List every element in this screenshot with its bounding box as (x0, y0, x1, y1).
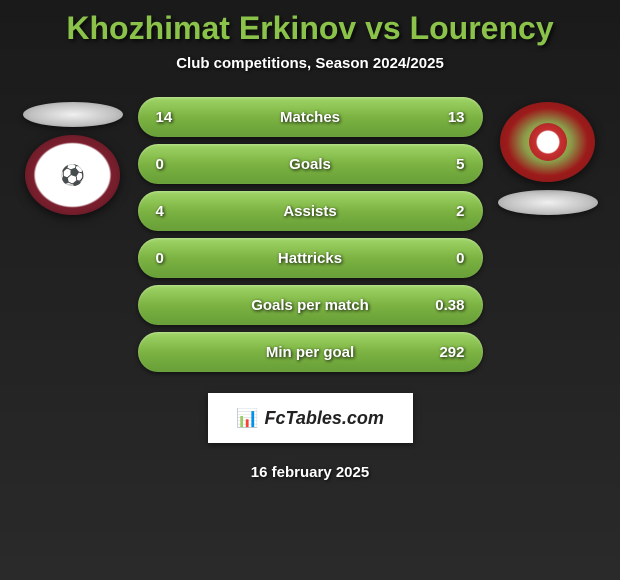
comparison-card: Khozhimat Erkinov vs Lourency Club compe… (0, 0, 620, 580)
chart-icon: 📊 (236, 408, 258, 429)
stat-row-goals-per-match: Goals per match 0.38 (138, 285, 483, 325)
club-logo-left-inner: ⚽ (53, 155, 93, 195)
comparison-body: ⚽ 14 Matches 13 0 Goals 5 4 Assists 2 (0, 97, 620, 481)
stat-right-value: 2 (430, 203, 465, 220)
stat-row-min-per-goal: Min per goal 292 (138, 332, 483, 372)
comparison-title: Khozhimat Erkinov vs Lourency (66, 10, 553, 47)
stat-left-value: 14 (156, 109, 191, 126)
stat-label: Matches (191, 109, 430, 126)
player-left-badges: ⚽ (23, 102, 123, 215)
brand-watermark: 📊 FcTables.com (208, 393, 413, 443)
club-logo-right (500, 102, 595, 182)
player-right-ellipse (498, 190, 598, 215)
club-logo-right-inner (529, 123, 567, 161)
comparison-subtitle: Club competitions, Season 2024/2025 (176, 55, 444, 72)
stat-row-assists: 4 Assists 2 (138, 191, 483, 231)
stat-left-value: 0 (156, 250, 191, 267)
stat-right-value: 5 (430, 156, 465, 173)
stat-left-value: 0 (156, 156, 191, 173)
date-label: 16 february 2025 (251, 464, 369, 481)
stat-right-value: 0 (430, 250, 465, 267)
stat-label: Min per goal (191, 344, 430, 361)
stat-row-hattricks: 0 Hattricks 0 (138, 238, 483, 278)
stats-list: 14 Matches 13 0 Goals 5 4 Assists 2 0 Ha… (138, 97, 483, 481)
stat-row-goals: 0 Goals 5 (138, 144, 483, 184)
stat-row-matches: 14 Matches 13 (138, 97, 483, 137)
player-left-ellipse (23, 102, 123, 127)
stat-right-value: 292 (430, 344, 465, 361)
stat-left-value: 4 (156, 203, 191, 220)
stat-right-value: 0.38 (430, 297, 465, 314)
stat-right-value: 13 (430, 109, 465, 126)
stat-label: Hattricks (191, 250, 430, 267)
stat-label: Goals per match (191, 297, 430, 314)
stat-label: Assists (191, 203, 430, 220)
brand-text: FcTables.com (265, 408, 384, 429)
club-logo-left: ⚽ (25, 135, 120, 215)
player-right-badges (498, 102, 598, 215)
stat-label: Goals (191, 156, 430, 173)
